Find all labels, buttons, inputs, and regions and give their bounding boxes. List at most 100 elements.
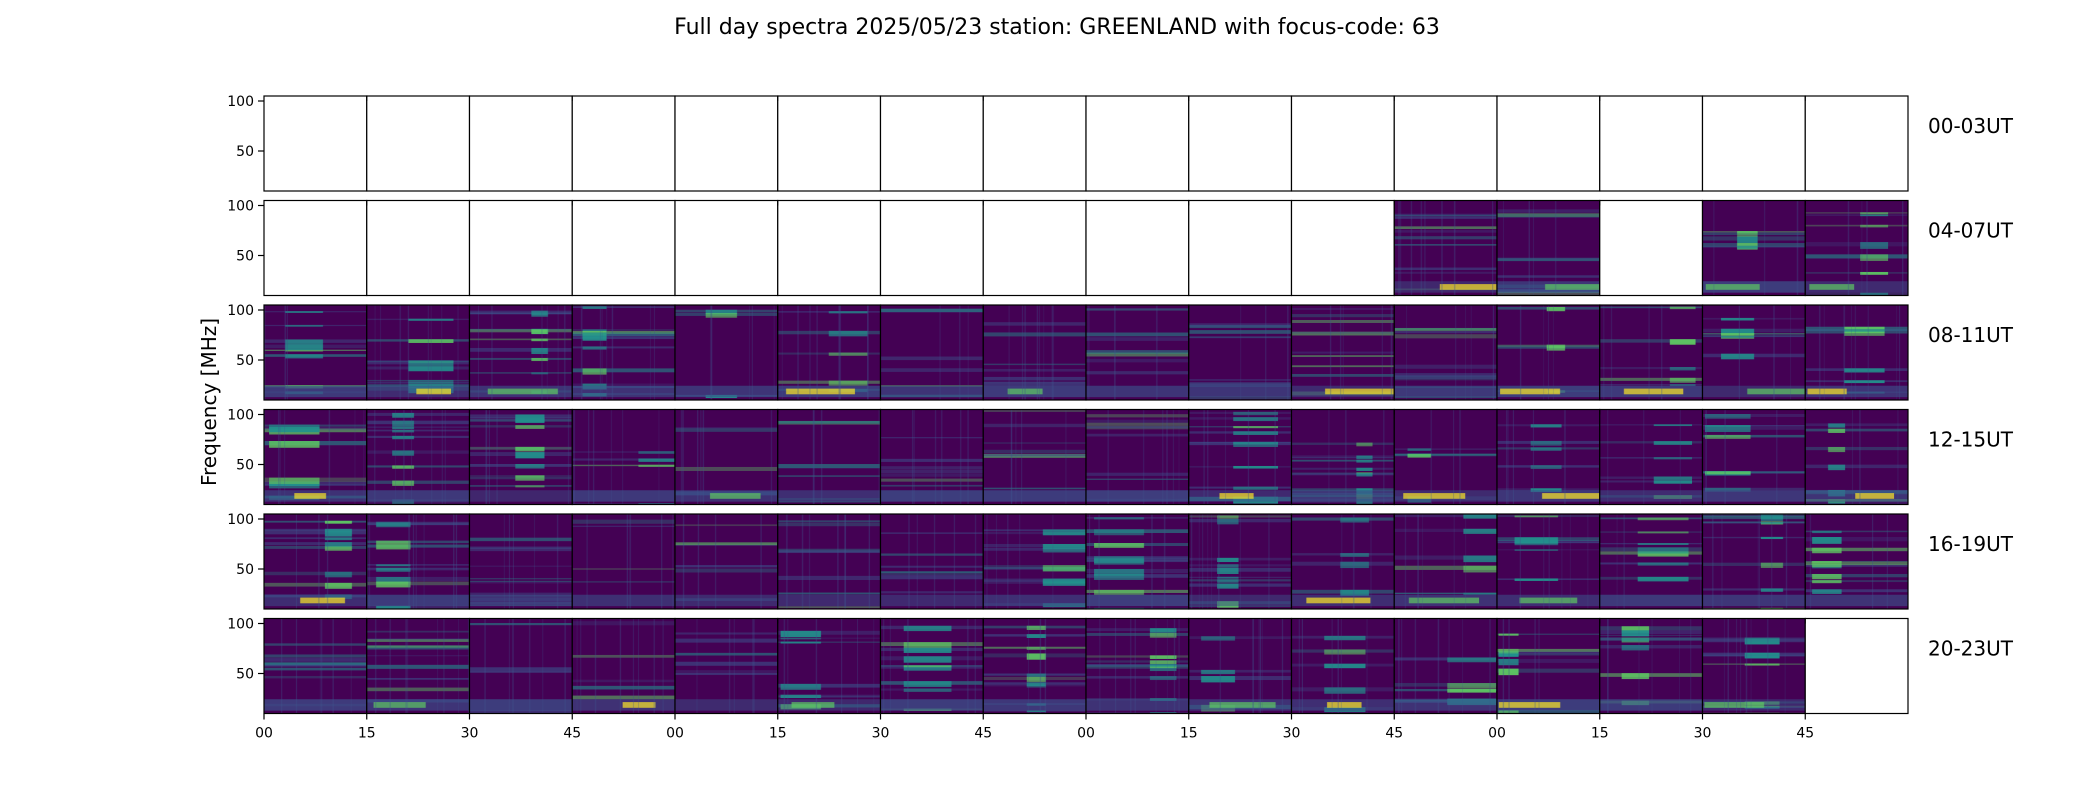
x-tick-label: 45 <box>1385 726 1403 742</box>
spectrogram-panel <box>263 408 368 506</box>
empty-panel <box>1393 95 1498 192</box>
spectrogram-panel <box>982 617 1087 715</box>
y-tick-label: 100 <box>227 408 254 424</box>
spectrogram-panel <box>1701 513 1806 610</box>
x-tick-label: 45 <box>563 726 581 742</box>
y-tick-label: 50 <box>236 458 254 474</box>
x-tick-label: 30 <box>872 726 890 742</box>
empty-panel <box>982 199 1087 297</box>
spectrogram-panel <box>1393 513 1498 610</box>
empty-panel <box>982 95 1087 192</box>
empty-panel <box>1496 95 1601 192</box>
row-label: 20-23UT <box>1928 637 2014 661</box>
empty-panel <box>468 95 573 192</box>
row-label: 08-11UT <box>1928 323 2014 347</box>
spectrogram-panel <box>1393 199 1498 297</box>
row-label: 16-19UT <box>1928 532 2014 556</box>
spectrogram-panel <box>674 513 779 610</box>
empty-panel <box>571 199 676 297</box>
spectrogram-panel <box>1085 617 1190 715</box>
spectrogram-panel <box>1393 304 1498 401</box>
empty-panel <box>1804 95 1909 192</box>
x-tick-label: 00 <box>255 726 273 742</box>
empty-panel <box>1290 95 1395 192</box>
x-tick-label: 30 <box>461 726 479 742</box>
spectrogram-panel <box>1599 617 1704 715</box>
spectrogram-panel <box>1496 408 1601 506</box>
x-tick-label: 30 <box>1694 726 1712 742</box>
empty-panel <box>674 199 779 297</box>
x-tick-label: 15 <box>358 726 376 742</box>
spectrogram-panel <box>571 304 676 401</box>
spectrogram-panel <box>1701 408 1806 506</box>
y-tick-label: 50 <box>236 562 254 578</box>
spectra-row: 50 100 00-03UT <box>227 94 2014 192</box>
spectrogram-panel <box>674 408 779 506</box>
spectrogram-panel <box>366 513 471 610</box>
y-tick-label: 100 <box>227 512 254 528</box>
empty-panel <box>1599 199 1704 297</box>
empty-panel <box>1804 617 1909 715</box>
y-axis-label: Frequency [MHz] <box>197 318 221 486</box>
empty-panel <box>1599 95 1704 192</box>
spectrogram-panel <box>982 513 1087 610</box>
spectrogram-panel <box>468 304 573 401</box>
spectrogram-panel <box>674 304 779 401</box>
spectrogram-panel <box>1085 513 1190 610</box>
spectrogram-panel <box>982 408 1087 506</box>
x-tick-label: 15 <box>769 726 787 742</box>
spectrogram-panel <box>879 408 984 506</box>
spectra-row: 50 100 12-15UT <box>227 408 2014 506</box>
spectrogram-panel <box>1290 617 1395 715</box>
spectrogram-panel <box>1290 513 1395 610</box>
empty-panel <box>777 95 882 192</box>
empty-panel <box>263 199 368 297</box>
x-tick-label: 00 <box>1488 726 1506 742</box>
x-tick-label: 15 <box>1591 726 1609 742</box>
x-tick-label: 15 <box>1180 726 1198 742</box>
x-tick-label: 00 <box>666 726 684 742</box>
row-label: 04-07UT <box>1928 219 2014 243</box>
spectrogram-panel <box>879 617 984 715</box>
y-tick-label: 100 <box>227 94 254 110</box>
empty-panel <box>1085 199 1190 297</box>
spectrogram-panel <box>1599 513 1704 610</box>
x-tick-label: 30 <box>1283 726 1301 742</box>
spectrogram-panel <box>1701 617 1806 715</box>
spectrogram-panel <box>777 408 882 506</box>
spectrogram-panel <box>1290 408 1395 506</box>
y-tick-label: 100 <box>227 303 254 319</box>
spectrogram-panel <box>1496 617 1601 715</box>
empty-panel <box>777 199 882 297</box>
spectrogram-panel <box>1701 304 1806 401</box>
spectrogram-panel <box>366 408 471 506</box>
spectrogram-panel <box>263 617 368 715</box>
spectrogram-panel <box>1085 408 1190 506</box>
y-tick-label: 50 <box>236 144 254 160</box>
empty-panel <box>1290 199 1395 297</box>
spectrogram-panel <box>1496 304 1601 401</box>
spectra-row: 50 100 16-19UT <box>227 512 2014 610</box>
empty-panel <box>1188 199 1293 297</box>
y-tick-label: 50 <box>236 249 254 265</box>
chart-title: Full day spectra 2025/05/23 station: GRE… <box>674 15 1440 40</box>
spectrogram-panel <box>1188 304 1293 401</box>
empty-panel <box>263 95 368 192</box>
empty-panel <box>1085 95 1190 192</box>
spectrogram-panel <box>468 408 573 506</box>
spectrogram-panel <box>1188 617 1293 715</box>
spectrogram-panel <box>571 408 676 506</box>
x-tick-label: 45 <box>974 726 992 742</box>
spectrogram-panel <box>468 617 573 715</box>
spectrogram-panel <box>571 513 676 610</box>
spectrogram-panel <box>1085 304 1190 401</box>
spectrogram-panel <box>1188 513 1293 610</box>
y-tick-label: 50 <box>236 353 254 369</box>
spectrogram-panel <box>1804 199 1909 297</box>
y-tick-label: 50 <box>236 667 254 683</box>
spectrogram-panel <box>879 513 984 610</box>
x-tick-label: 45 <box>1796 726 1814 742</box>
spectra-row: 50 100 20-23UT <box>227 617 2014 715</box>
empty-panel <box>674 95 779 192</box>
